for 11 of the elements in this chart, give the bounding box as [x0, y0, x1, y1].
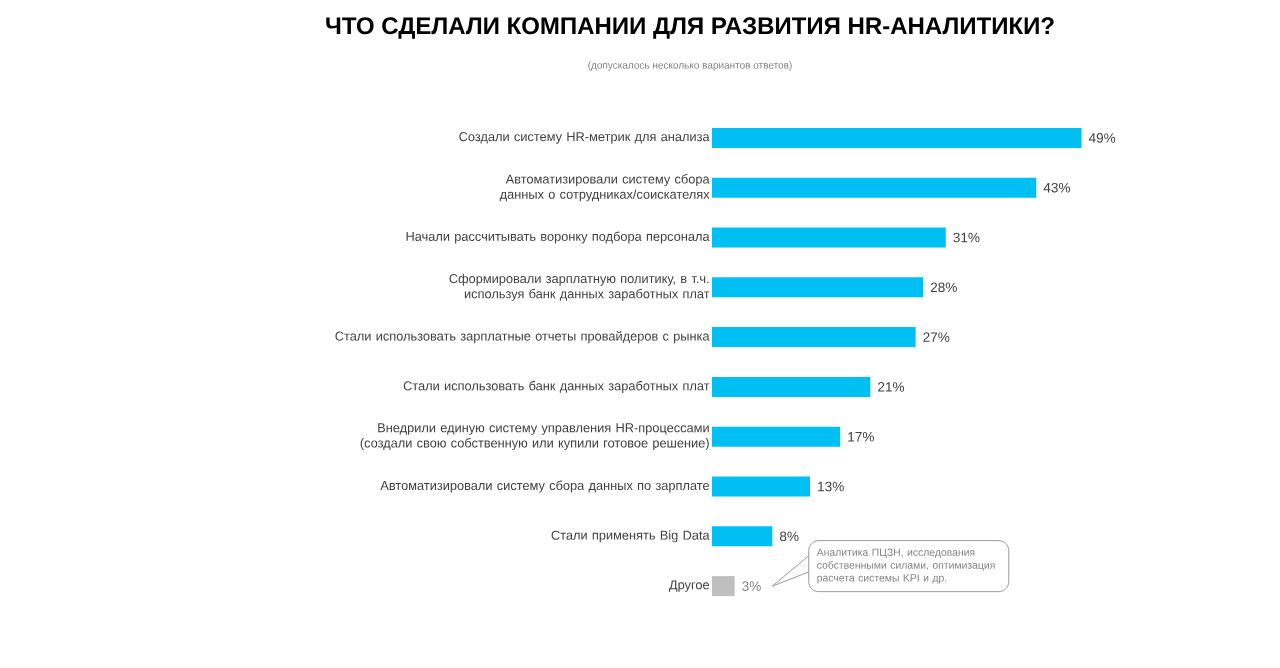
- chart-title: ЧТО СДЕЛАЛИ КОМПАНИИ ДЛЯ РАЗВИТИЯ HR-АНАЛИТИКИ?: [326, 17, 1054, 39]
- bar: [712, 177, 1037, 198]
- bar: [712, 127, 1082, 148]
- bar: [712, 277, 924, 298]
- bar: [712, 376, 871, 397]
- bar: [712, 426, 841, 447]
- bar: [712, 526, 773, 547]
- bar: [712, 227, 946, 248]
- bar: [712, 327, 916, 348]
- bar: [712, 576, 735, 597]
- bar: [712, 476, 811, 497]
